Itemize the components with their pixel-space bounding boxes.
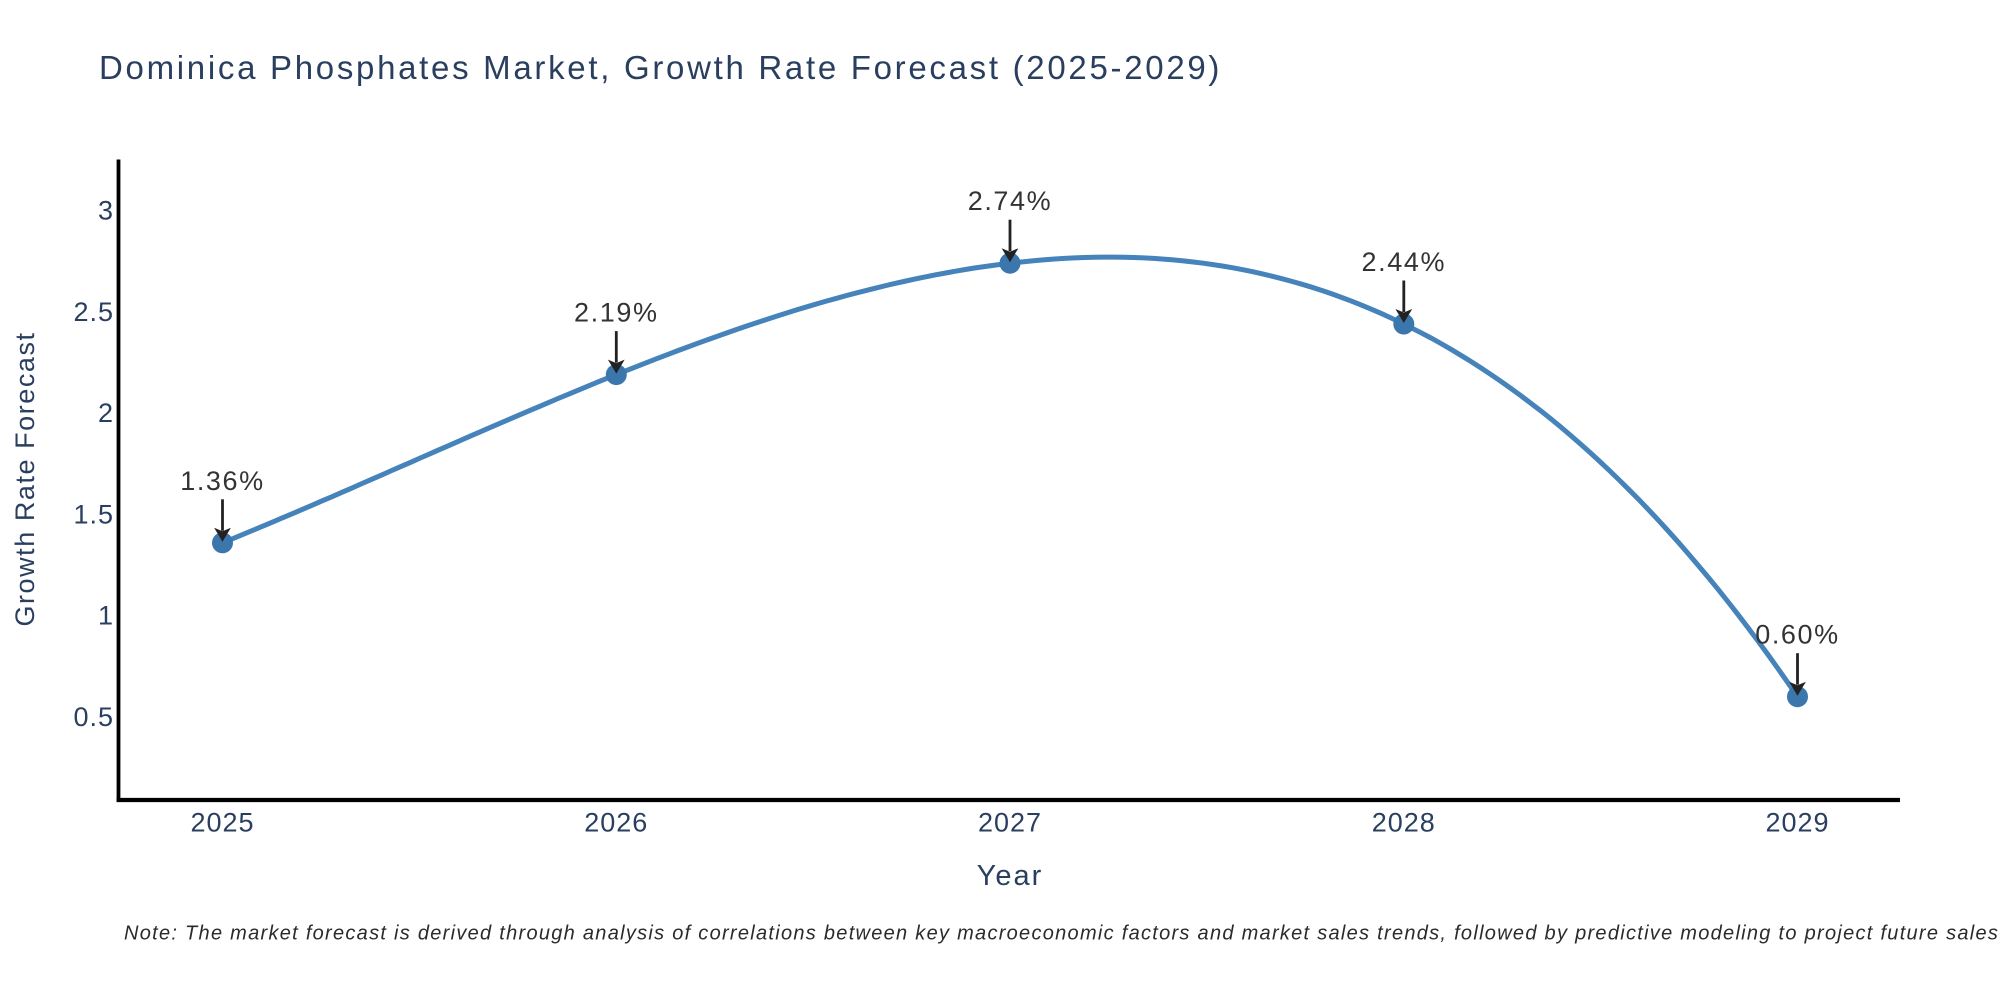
svg-text:Dominica Phosphates Market, Gr: Dominica Phosphates Market, Growth Rate … (99, 49, 1222, 86)
svg-text:0.5: 0.5 (73, 702, 114, 732)
svg-text:2025: 2025 (190, 808, 254, 838)
svg-text:2: 2 (98, 398, 114, 428)
svg-text:2.5: 2.5 (73, 297, 114, 327)
svg-text:Growth Rate Forecast: Growth Rate Forecast (10, 331, 40, 626)
svg-text:1.36%: 1.36% (180, 466, 265, 496)
svg-text:Year: Year (977, 860, 1044, 892)
svg-text:2027: 2027 (978, 808, 1042, 838)
svg-text:2026: 2026 (584, 808, 648, 838)
svg-text:2029: 2029 (1765, 808, 1829, 838)
svg-text:2028: 2028 (1372, 808, 1436, 838)
svg-text:2.74%: 2.74% (968, 186, 1053, 216)
svg-text:1: 1 (98, 601, 114, 631)
svg-text:2.19%: 2.19% (574, 298, 659, 328)
svg-text:2.44%: 2.44% (1362, 247, 1447, 277)
svg-text:1.5: 1.5 (73, 499, 114, 529)
svg-text:Note: The market forecast is d: Note: The market forecast is derived thr… (124, 923, 2000, 945)
svg-text:3: 3 (98, 196, 114, 226)
svg-text:0.60%: 0.60% (1755, 620, 1840, 650)
